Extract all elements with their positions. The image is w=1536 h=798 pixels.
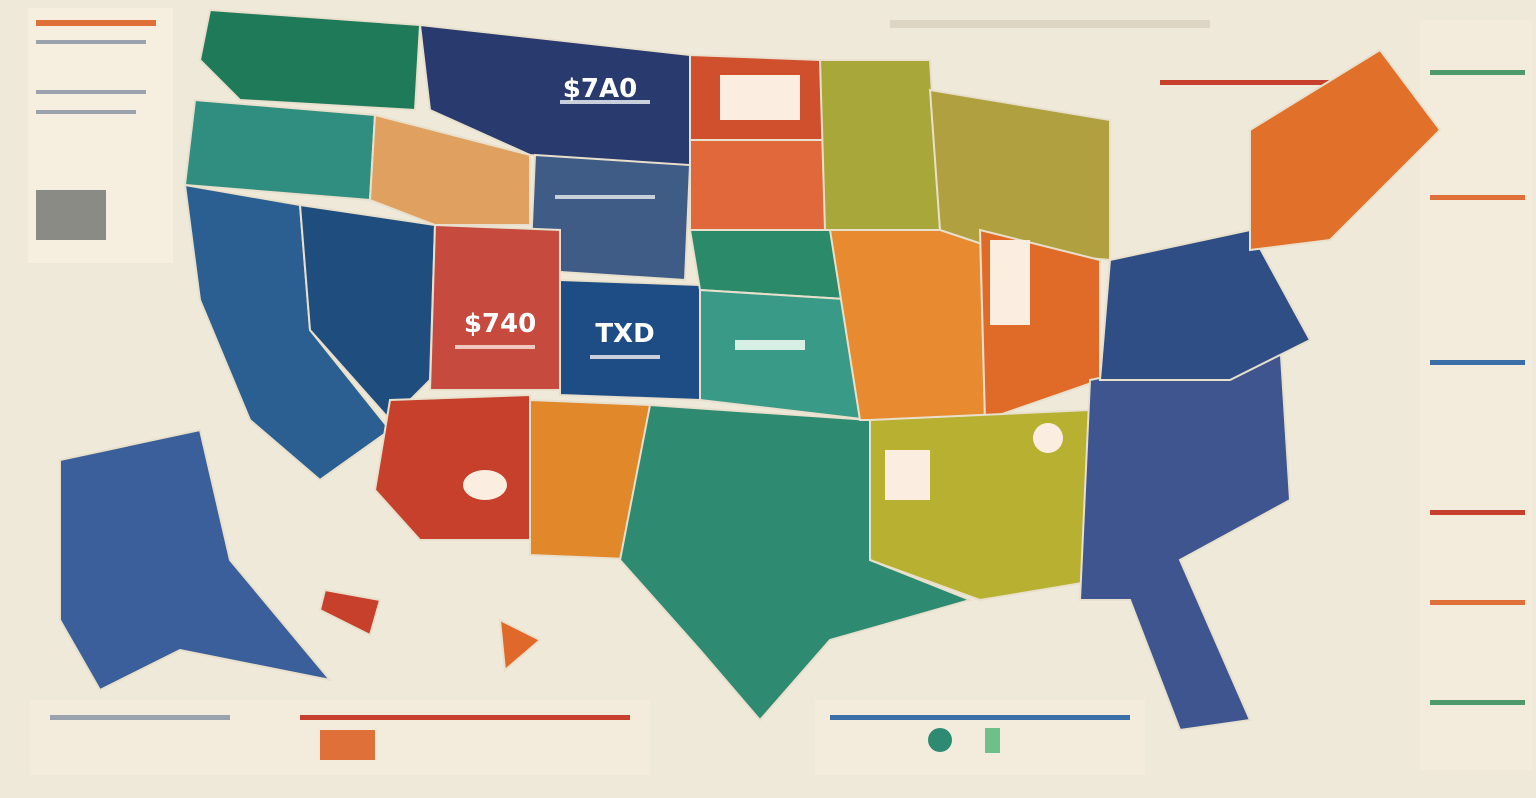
panel-line <box>36 40 146 44</box>
state <box>818 59 942 231</box>
panel-line <box>890 20 1210 28</box>
panel-line <box>1430 700 1525 705</box>
panel-icon <box>928 728 952 752</box>
bottom-panel <box>815 700 1145 775</box>
panel-line <box>1430 510 1525 515</box>
map-icon <box>885 450 930 500</box>
map-icon <box>463 470 507 500</box>
panel-icon <box>36 190 106 240</box>
state <box>373 393 531 541</box>
panel-line <box>36 90 146 94</box>
text-line <box>590 355 660 359</box>
map-label: $7A0 <box>563 74 637 104</box>
map-icon <box>990 240 1030 325</box>
panel-line <box>1430 70 1525 75</box>
state <box>689 139 826 231</box>
state <box>1249 48 1442 252</box>
right-panel <box>1420 20 1532 770</box>
panel-line <box>300 715 630 720</box>
panel-line <box>1430 600 1525 605</box>
text-line <box>555 195 655 199</box>
map-label: TXD <box>595 319 654 349</box>
map-icon <box>720 75 800 120</box>
map-icon <box>1033 423 1063 453</box>
state <box>1098 228 1312 381</box>
panel-icon <box>985 728 1000 753</box>
state <box>428 223 561 391</box>
state <box>198 8 422 112</box>
panel-line <box>50 715 230 720</box>
state <box>498 618 542 673</box>
panel-line <box>1160 80 1360 85</box>
text-line <box>455 345 535 349</box>
state <box>318 588 382 637</box>
state <box>928 88 1111 262</box>
panel-line <box>1430 195 1525 200</box>
state <box>368 113 531 226</box>
panel-line <box>36 20 156 26</box>
text-line <box>560 100 650 104</box>
panel-line <box>830 715 1130 720</box>
text-line <box>735 340 805 350</box>
map-label: $740 <box>464 309 536 339</box>
state <box>59 428 333 692</box>
state <box>869 408 1102 602</box>
panel-line <box>36 110 136 114</box>
state <box>183 98 377 202</box>
panel-icon <box>320 730 375 760</box>
state <box>1078 338 1292 732</box>
panel-line <box>1430 360 1525 365</box>
